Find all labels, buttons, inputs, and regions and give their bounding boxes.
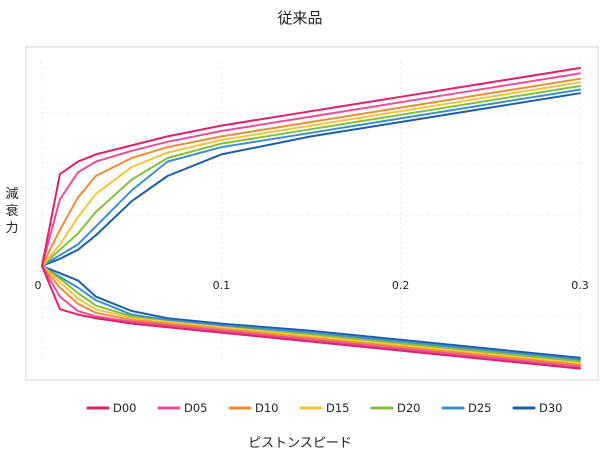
legend-label-d15: D15 xyxy=(326,401,350,415)
y-axis-label-char: 減 xyxy=(5,187,19,202)
series-line-d15-lower xyxy=(41,265,581,365)
x-axis-label: ピストンスピード xyxy=(248,436,352,451)
series-line-d25-upper xyxy=(41,88,581,267)
legend-label-d10: D10 xyxy=(255,401,279,415)
series-line-d10-upper xyxy=(41,77,581,267)
chart-title: 従来品 xyxy=(277,9,323,27)
x-tick-label: 0 xyxy=(35,279,42,292)
series-line-d25-lower xyxy=(41,265,581,361)
series-line-d15-upper xyxy=(41,81,581,267)
legend-label-d05: D05 xyxy=(184,401,208,415)
series-line-d20-upper xyxy=(41,85,581,267)
legend: D00 D05 D10 D15 D20 D25 D30 xyxy=(86,401,563,415)
x-tick-label: 0.3 xyxy=(571,279,589,292)
series-line-d00-lower xyxy=(41,265,581,370)
series-line-d10-lower xyxy=(41,265,581,366)
legend-label-d20: D20 xyxy=(397,401,421,415)
legend-label-d00: D00 xyxy=(113,401,137,415)
series-line-d00-upper xyxy=(41,67,581,267)
y-axis-label-char: 衰 xyxy=(5,204,19,219)
series-line-d30-upper xyxy=(41,92,581,267)
legend-label-d25: D25 xyxy=(468,401,492,415)
series-line-d05-upper xyxy=(41,72,581,267)
legend-label-d30: D30 xyxy=(539,401,563,415)
x-tick-label: 0.1 xyxy=(213,279,231,292)
x-tick-labels: 0 0.1 0.2 0.3 xyxy=(35,279,589,292)
y-axis-label: 減衰力 xyxy=(2,186,22,237)
series-lines xyxy=(41,67,581,370)
y-axis-label-char: 力 xyxy=(5,221,19,236)
plot-frame xyxy=(25,46,599,381)
series-line-d05-lower xyxy=(41,265,581,368)
series-line-d30-lower xyxy=(41,265,581,359)
x-tick-label: 0.2 xyxy=(392,279,410,292)
